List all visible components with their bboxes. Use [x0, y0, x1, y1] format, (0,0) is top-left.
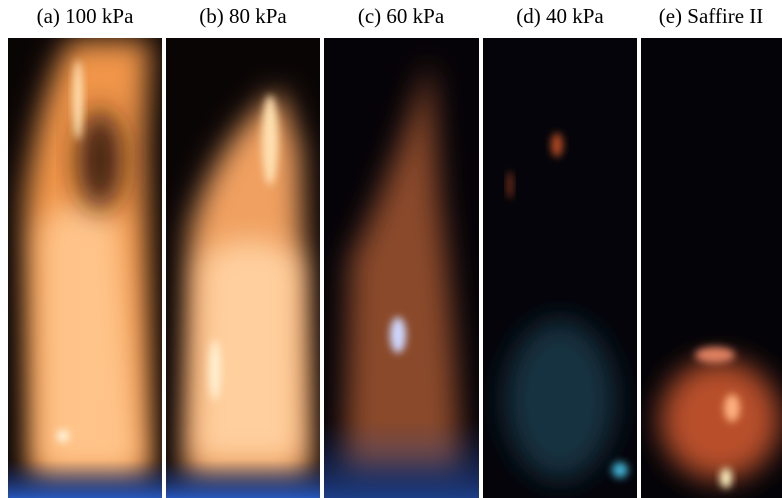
- panel-label: (c) 60 kPa: [358, 4, 445, 28]
- panel-label: (d) 40 kPa: [516, 4, 604, 28]
- flame-photo: [166, 38, 320, 498]
- flame-photo: [324, 38, 479, 498]
- flame-photo: [641, 38, 782, 498]
- panel-label: (a) 100 kPa: [37, 4, 134, 28]
- flame-photo: [8, 38, 162, 498]
- panel-label: (e) Saffire II: [659, 4, 764, 28]
- flame-photo: [483, 38, 637, 498]
- panel-label: (b) 80 kPa: [199, 4, 287, 28]
